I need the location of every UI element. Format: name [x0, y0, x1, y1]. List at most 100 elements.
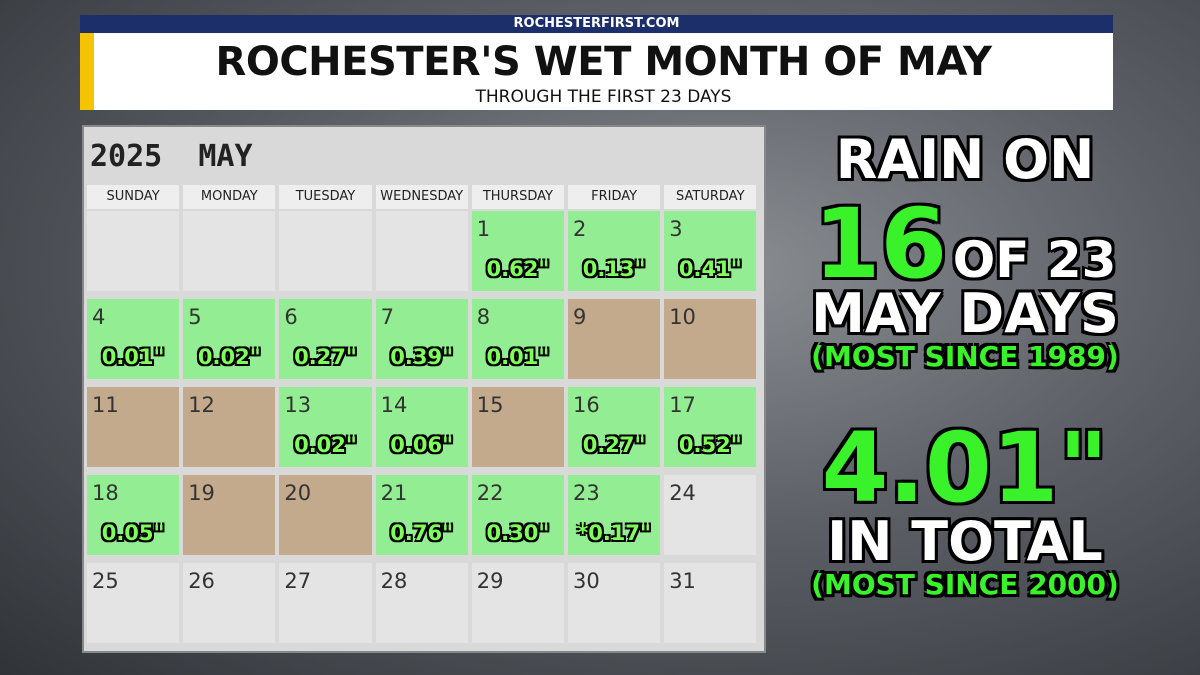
day-cell: 25 [87, 563, 180, 643]
day-number: 24 [669, 481, 696, 505]
month: MAY [198, 139, 253, 174]
day-number: 21 [380, 481, 408, 505]
subtitle: THROUGH THE FIRST 23 DAYS [475, 87, 732, 107]
day-number: 17 [669, 393, 696, 417]
day-cell: 17 0.52" [664, 387, 757, 467]
day-cell: 20 [279, 475, 372, 555]
day-number: 30 [573, 569, 600, 593]
day-number: 22 [476, 481, 504, 505]
day-number: 15 [476, 393, 504, 417]
day-number: 11 [92, 393, 119, 417]
day-cell: 22 0.30" [471, 475, 564, 555]
calendar: 2025 MAY SUNDAY MONDAY TUESDAY WEDNESDAY THU… [82, 125, 766, 653]
day-cell: 9 [568, 299, 661, 379]
day-cell: 21 0.76" [375, 475, 468, 555]
rainfall: 0.52" [678, 433, 742, 457]
weekday: MONDAY [183, 185, 276, 209]
day-cell: 3 0.41" [664, 211, 757, 291]
day-cell: 1 0.62" [471, 211, 564, 291]
summary-days: 16 OF 23 [780, 188, 1150, 300]
rainfall: 0.27" [582, 433, 646, 457]
day-number: 29 [476, 569, 504, 593]
day-cell: 4 0.01" [87, 299, 180, 379]
rainfall: *0.17" [577, 521, 651, 545]
day-number: 16 [573, 393, 600, 417]
day-cell: 14 0.06" [375, 387, 468, 467]
day-cell: 16 0.27" [568, 387, 661, 467]
summary-line: IN TOTAL [827, 510, 1103, 573]
days-of: OF 23 [952, 231, 1117, 289]
day-number: 5 [188, 305, 202, 329]
rainfall: 0.02" [197, 345, 261, 369]
title: ROCHESTER'S WET MONTH OF MAY [215, 39, 992, 85]
rainfall: 0.02" [294, 433, 357, 457]
day-number: 3 [669, 217, 683, 241]
day-cell: 27 [279, 563, 372, 643]
day-number: 31 [669, 569, 696, 593]
calendar-heading: 2025 MAY [90, 139, 253, 174]
header: ROCHESTERFIRST.COM ROCHESTER'S WET MONTH… [80, 15, 1113, 110]
weekday: SATURDAY [664, 185, 757, 209]
day-cell: 12 [183, 387, 276, 467]
day-cell: 18 0.05" [87, 475, 180, 555]
day-cell: 10 [664, 299, 757, 379]
day-cell: 7 0.39" [375, 299, 468, 379]
day-cell: 2 0.13" [568, 211, 661, 291]
rainfall: 0.01" [486, 345, 550, 369]
weekday: TUESDAY [279, 185, 372, 209]
day-number: 20 [284, 481, 312, 505]
day-number: 26 [188, 569, 215, 593]
rainfall: 0.41" [678, 257, 742, 281]
day-number: 1 [476, 217, 491, 241]
day-cell: 15 [471, 387, 564, 467]
day-number: 18 [92, 481, 119, 505]
day-number: 2 [573, 217, 587, 241]
summary-note: (MOST SINCE 2000) [811, 568, 1119, 601]
day-number: 9 [573, 305, 587, 329]
day-number: 14 [380, 393, 408, 417]
source: ROCHESTERFIRST.COM [80, 15, 1113, 33]
day-cell: 8 0.01" [471, 299, 564, 379]
day-cell: 5 0.02" [183, 299, 276, 379]
summary-line: MAY DAYS [811, 282, 1119, 345]
rainfall: 0.13" [582, 257, 646, 281]
summary-line: RAIN ON [835, 128, 1095, 191]
year: 2025 [90, 139, 163, 174]
day-cell [375, 211, 468, 291]
weekday: SUNDAY [87, 185, 180, 209]
day-number: 25 [92, 569, 119, 593]
day-cell [87, 211, 180, 291]
day-cell: 28 [375, 563, 468, 643]
rainfall: 0.01" [101, 345, 165, 369]
day-number: 28 [380, 569, 408, 593]
summary-total: 4.01" [821, 412, 1109, 524]
day-cell: 30 [568, 563, 661, 643]
day-number: 8 [476, 305, 491, 329]
day-number: 10 [669, 305, 696, 329]
day-cell: 26 [183, 563, 276, 643]
weekday: THURSDAY [471, 185, 564, 209]
day-number: 4 [92, 305, 106, 329]
rainfall: 0.27" [294, 345, 357, 369]
day-cell [183, 211, 276, 291]
day-number: 6 [284, 305, 298, 329]
summary-note: (MOST SINCE 1989) [811, 340, 1119, 373]
rainfall: 0.62" [486, 257, 550, 281]
rainfall: 0.39" [390, 345, 454, 369]
day-number: 12 [188, 393, 215, 417]
day-number: 7 [380, 305, 394, 329]
accent-bar [80, 33, 94, 110]
rainfall: 0.76" [390, 521, 454, 545]
day-cell: 11 [87, 387, 180, 467]
day-cell [279, 211, 372, 291]
day-number: 23 [573, 481, 600, 505]
day-cell: 31 [664, 563, 757, 643]
day-number: 27 [284, 569, 312, 593]
day-cell: 13 0.02" [279, 387, 372, 467]
rainfall: 0.05" [101, 521, 165, 545]
day-cell: 29 [471, 563, 564, 643]
day-cell: 23 *0.17" [568, 475, 661, 555]
day-number: 13 [284, 393, 312, 417]
weekday: WEDNESDAY [375, 185, 468, 209]
